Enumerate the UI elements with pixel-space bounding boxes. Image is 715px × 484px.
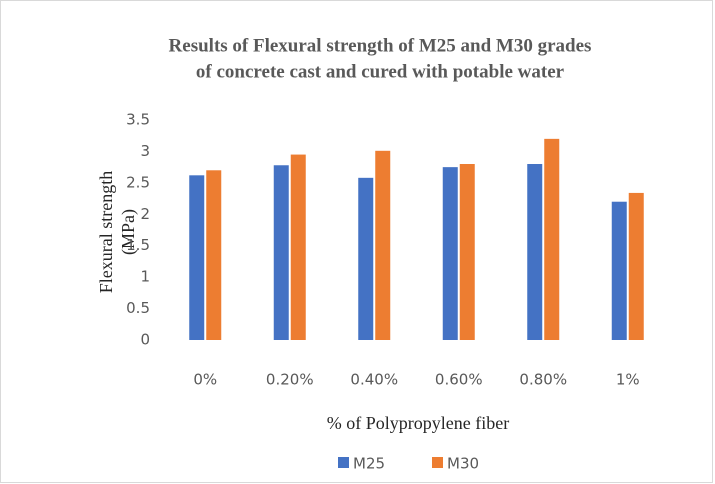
x-axis-label: % of Polypropylene fiber [327,413,509,433]
legend-swatch [432,457,443,468]
x-tick-label: 0.40% [350,371,398,389]
y-tick-label: 3 [140,142,150,160]
bar [459,164,475,340]
legend-label: M25 [353,455,385,473]
bar [628,192,644,340]
y-axis-label: (MPa) [118,209,139,255]
bar [442,167,458,340]
x-tick-label: 1% [616,371,640,389]
x-tick-label: 0.20% [266,371,314,389]
y-tick-label: 2.5 [126,173,150,191]
y-tick-label: 1.5 [126,236,150,254]
bar [611,201,627,340]
y-tick-label: 1 [140,268,150,286]
bar [544,138,560,340]
bar [527,164,543,340]
bar [358,177,374,340]
y-tick-label: 0 [140,331,150,349]
bar [273,165,289,340]
y-tick-label: 0.5 [126,299,150,317]
chart-title: of concrete cast and cured with potable … [196,61,565,82]
x-tick-label: 0.60% [435,371,483,389]
x-tick-label: 0.80% [519,371,567,389]
bar [290,154,306,340]
y-tick-label: 2 [140,205,150,223]
y-tick-label: 3.5 [126,111,150,129]
x-tick-label: 0% [193,371,217,389]
legend-swatch [338,457,349,468]
chart-title: Results of Flexural strength of M25 and … [169,35,592,56]
legend-label: M30 [447,455,479,473]
bar [206,170,222,340]
bar [375,150,391,340]
bar [189,175,205,340]
y-axis-label: Flexural strength [96,171,116,293]
